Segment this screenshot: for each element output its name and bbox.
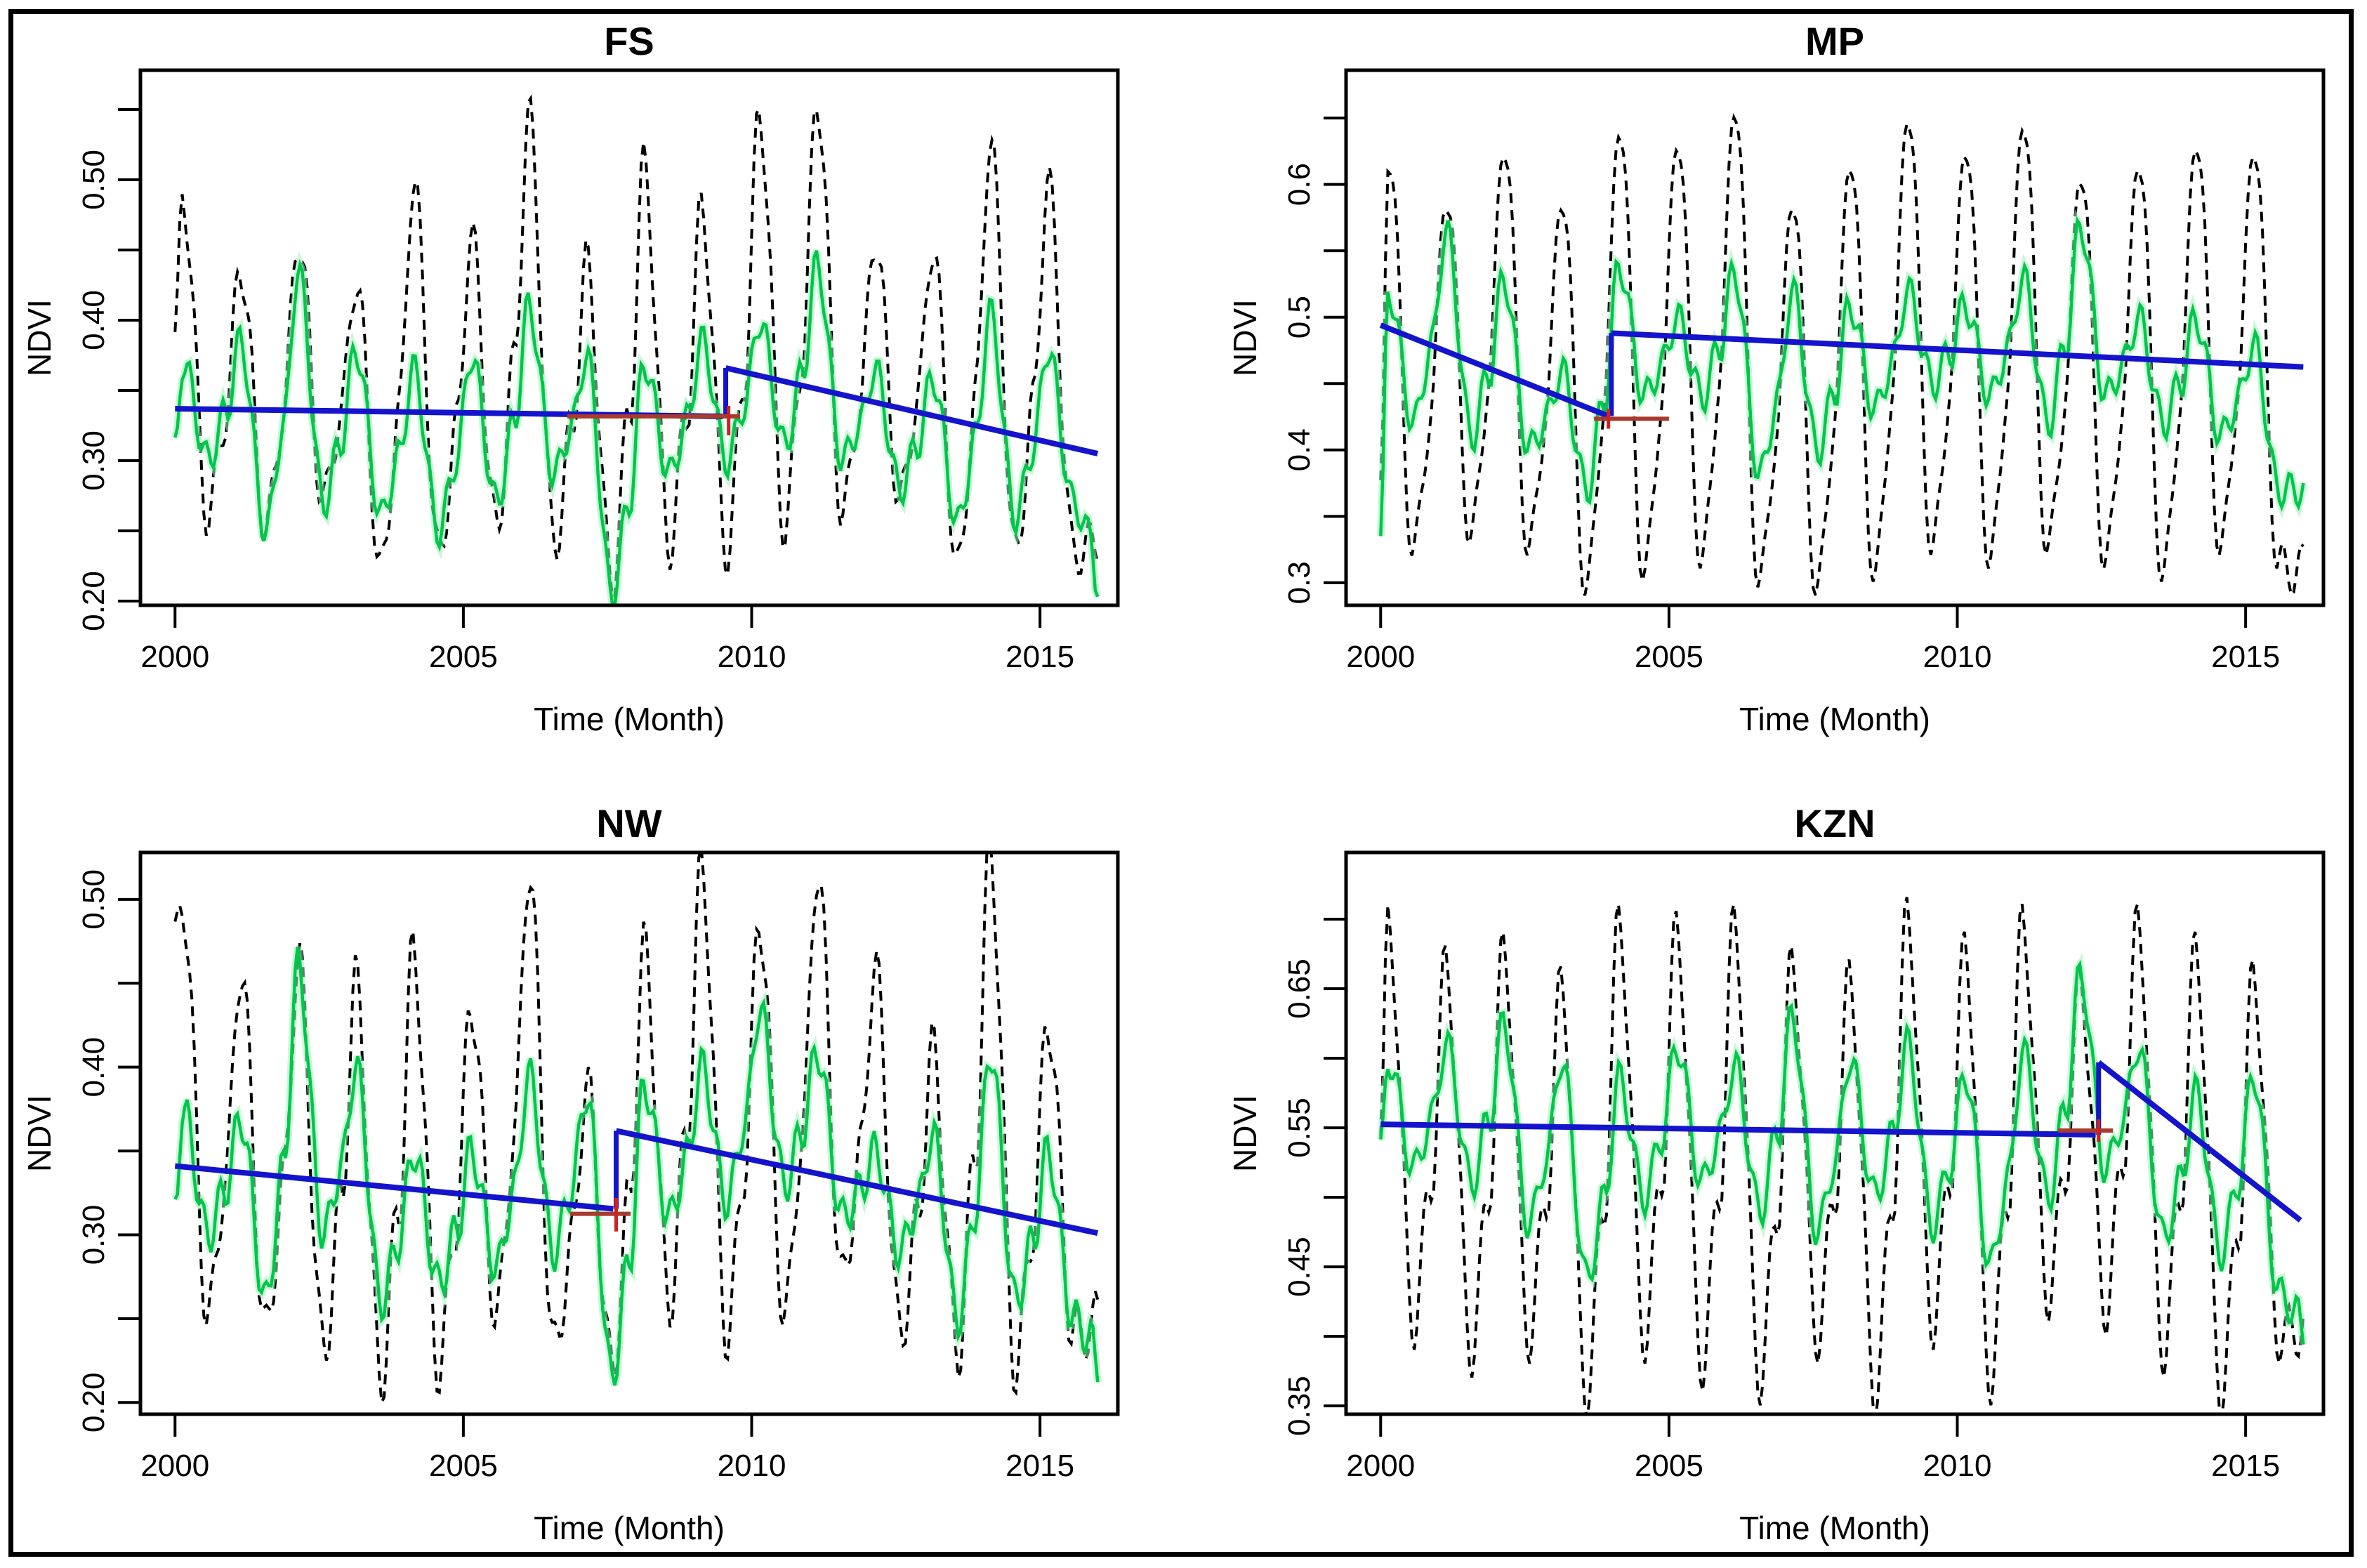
series-area (171, 94, 1102, 605)
y-axis-label: NDVI (21, 299, 58, 376)
y-tick-label: 0.50 (77, 150, 111, 210)
chart-cell-nw: NW 0.20 0.30 0.40 0.50 2000 2005 2010 2015 Time (… (0, 784, 1184, 1568)
x-tick-label: 2010 (1923, 1449, 1992, 1483)
panel-title: FS (604, 19, 654, 63)
x-tick-label: 2000 (1346, 640, 1415, 674)
axes: 0.35 0.45 0.55 0.65 2000 2005 2010 2015 Time (Mo… (1227, 918, 2280, 1546)
y-tick-label: 0.45 (1282, 1237, 1317, 1297)
series-area (171, 852, 1102, 1409)
chart-panel-fs: FS 0.20 0.30 0.40 0.50 2000 2005 2010 2015 Time (… (21, 19, 1120, 737)
trend-segment (174, 1163, 614, 1212)
x-tick-label: 2015 (2211, 640, 2280, 674)
fitted-series (173, 250, 1100, 605)
y-axis-label: NDVI (1227, 299, 1263, 376)
x-axis-label: Time (Month) (534, 701, 725, 737)
chart-panel-mp: MP 0.3 0.4 0.5 0.6 2000 2005 2010 2015 Time (Mont… (1227, 19, 2326, 737)
y-tick-label: 0.35 (1282, 1376, 1317, 1436)
y-tick-label: 0.20 (77, 571, 111, 631)
y-tick-label: 0.50 (77, 869, 111, 930)
fitted-series (173, 947, 1100, 1386)
chart-cell-kzn: KZN 0.35 0.45 0.55 0.65 2000 2005 2010 2015 Time … (1183, 784, 2367, 1568)
plot-box (138, 850, 1120, 1416)
trend-segment (725, 365, 1099, 456)
trend-segment (1379, 322, 1610, 419)
x-tick-label: 2000 (140, 640, 209, 674)
x-axis-label: Time (Month) (1739, 1510, 1930, 1546)
trend-segment (2097, 1060, 2302, 1223)
observed-series (173, 94, 1100, 600)
axes: 0.3 0.4 0.5 0.6 2000 2005 2010 2015 Time (Month)… (1227, 117, 2280, 737)
x-tick-label: 2005 (1635, 1449, 1703, 1483)
x-tick-label: 2015 (1006, 640, 1074, 674)
series-area (1376, 897, 2307, 1414)
x-tick-label: 2005 (1635, 640, 1703, 674)
axes: 0.20 0.30 0.40 0.50 2000 2005 2010 2015 Time (Mo… (21, 869, 1074, 1546)
axes: 0.20 0.30 0.40 0.50 2000 2005 2010 2015 Time (Mo… (21, 108, 1074, 737)
chart-cell-fs: FS 0.20 0.30 0.40 0.50 2000 2005 2010 2015 Time (… (0, 0, 1184, 788)
y-tick-label: 0.20 (77, 1372, 111, 1432)
x-axis-label: Time (Month) (1739, 701, 1930, 737)
trend-segment (1380, 1121, 2096, 1138)
y-axis-label: NDVI (1227, 1095, 1263, 1172)
x-tick-label: 2010 (718, 640, 786, 674)
y-tick-label: 0.4 (1282, 428, 1317, 471)
x-tick-label: 2005 (429, 640, 498, 674)
panel-title: MP (1805, 19, 1864, 63)
y-tick-label: 0.55 (1282, 1098, 1317, 1158)
chart-cell-mp: MP 0.3 0.4 0.5 0.6 2000 2005 2010 2015 Time (Mont… (1183, 0, 2367, 788)
x-axis-label: Time (Month) (534, 1510, 725, 1546)
fitted-series (1379, 960, 2305, 1345)
x-tick-label: 2010 (1923, 640, 1992, 674)
chart-panel-nw: NW 0.20 0.30 0.40 0.50 2000 2005 2010 2015 Time (… (21, 801, 1120, 1546)
y-tick-label: 0.6 (1282, 163, 1317, 206)
panel-title: KZN (1794, 801, 1875, 845)
y-tick-label: 0.40 (77, 1037, 111, 1098)
y-tick-label: 0.3 (1282, 561, 1317, 604)
trend-segment (1611, 330, 2304, 370)
figure-border (8, 9, 2354, 1557)
plot-box (1344, 68, 2326, 607)
observed-series (1379, 112, 2305, 598)
y-tick-label: 0.40 (77, 290, 111, 350)
trend-segment (615, 1128, 1099, 1237)
panel-title: NW (596, 801, 661, 845)
x-tick-label: 2015 (2211, 1449, 2280, 1483)
x-tick-label: 2005 (429, 1449, 498, 1483)
x-tick-label: 2015 (1006, 1449, 1074, 1483)
chart-panel-kzn: KZN 0.35 0.45 0.55 0.65 2000 2005 2010 2015 Time … (1227, 801, 2326, 1546)
y-tick-label: 0.30 (77, 430, 111, 491)
series-area (1376, 112, 2307, 598)
x-tick-label: 2000 (140, 1449, 209, 1483)
trend-line (1379, 322, 2304, 419)
y-tick-label: 0.5 (1282, 296, 1317, 338)
x-tick-label: 2010 (718, 1449, 786, 1483)
y-axis-label: NDVI (21, 1095, 58, 1172)
x-tick-label: 2000 (1346, 1449, 1415, 1483)
trend-line (174, 1128, 1099, 1237)
plot-box (138, 68, 1120, 607)
y-tick-label: 0.30 (77, 1205, 111, 1265)
plot-box (1344, 850, 2326, 1416)
y-tick-label: 0.65 (1282, 958, 1317, 1019)
